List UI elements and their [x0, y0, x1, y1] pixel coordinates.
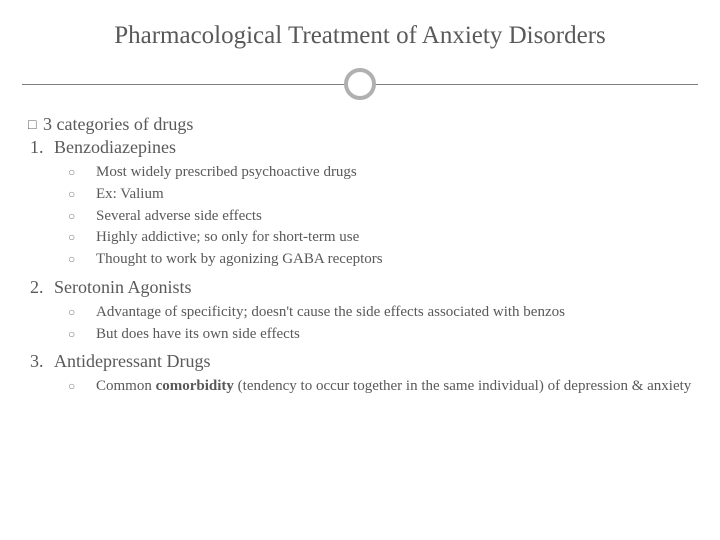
list-item: ○But does have its own side effects [64, 324, 692, 346]
circle-bullet-icon: ○ [64, 208, 96, 225]
list-item-text: Several adverse side effects [96, 206, 692, 228]
divider [0, 68, 720, 108]
list-item: ○Advantage of specificity; doesn't cause… [64, 302, 692, 324]
list-item: ○Several adverse side effects [64, 206, 692, 228]
list-item-text: Thought to work by agonizing GABA recept… [96, 249, 692, 271]
circle-bullet-icon: ○ [64, 378, 96, 395]
category-heading: 1. Benzodiazepines [28, 137, 692, 158]
list-item: ○ Common comorbidity (tendency to occur … [64, 376, 692, 398]
category-number: 1. [28, 137, 54, 158]
text-bold: comorbidity [156, 378, 234, 394]
circle-bullet-icon: ○ [64, 326, 96, 343]
category-number: 2. [28, 277, 54, 298]
content-area: □ 3 categories of drugs 1. Benzodiazepin… [0, 114, 720, 398]
text-pre: Common [96, 378, 156, 394]
list-item: ○Highly addictive; so only for short-ter… [64, 227, 692, 249]
list-item-text: Advantage of specificity; doesn't cause … [96, 302, 692, 324]
category-label: Antidepressant Drugs [54, 351, 210, 372]
circle-bullet-icon: ○ [64, 164, 96, 181]
text-post: (tendency to occur together in the same … [234, 378, 691, 394]
list-item-text: Ex: Valium [96, 184, 692, 206]
circle-bullet-icon: ○ [64, 304, 96, 321]
circle-bullet-icon: ○ [64, 229, 96, 246]
sublist: ○ Common comorbidity (tendency to occur … [64, 376, 692, 398]
slide-title: Pharmacological Treatment of Anxiety Dis… [0, 0, 720, 68]
category-label: Serotonin Agonists [54, 277, 192, 298]
list-item: ○Ex: Valium [64, 184, 692, 206]
category-heading: 2. Serotonin Agonists [28, 277, 692, 298]
list-item: ○Thought to work by agonizing GABA recep… [64, 249, 692, 271]
divider-circle-icon [344, 68, 376, 100]
list-item-text: Common comorbidity (tendency to occur to… [96, 376, 692, 398]
circle-bullet-icon: ○ [64, 251, 96, 268]
list-item-text: Most widely prescribed psychoactive drug… [96, 162, 692, 184]
sublist: ○Most widely prescribed psychoactive dru… [64, 162, 692, 271]
category-label: Benzodiazepines [54, 137, 176, 158]
category-heading: 3. Antidepressant Drugs [28, 351, 692, 372]
square-bullet-icon: □ [28, 116, 36, 132]
list-item-text: But does have its own side effects [96, 324, 692, 346]
intro-line: □ 3 categories of drugs [28, 114, 692, 135]
list-item-text: Highly addictive; so only for short-term… [96, 227, 692, 249]
intro-text: 3 categories of drugs [43, 114, 193, 134]
list-item: ○Most widely prescribed psychoactive dru… [64, 162, 692, 184]
sublist: ○Advantage of specificity; doesn't cause… [64, 302, 692, 346]
circle-bullet-icon: ○ [64, 186, 96, 203]
category-number: 3. [28, 351, 54, 372]
